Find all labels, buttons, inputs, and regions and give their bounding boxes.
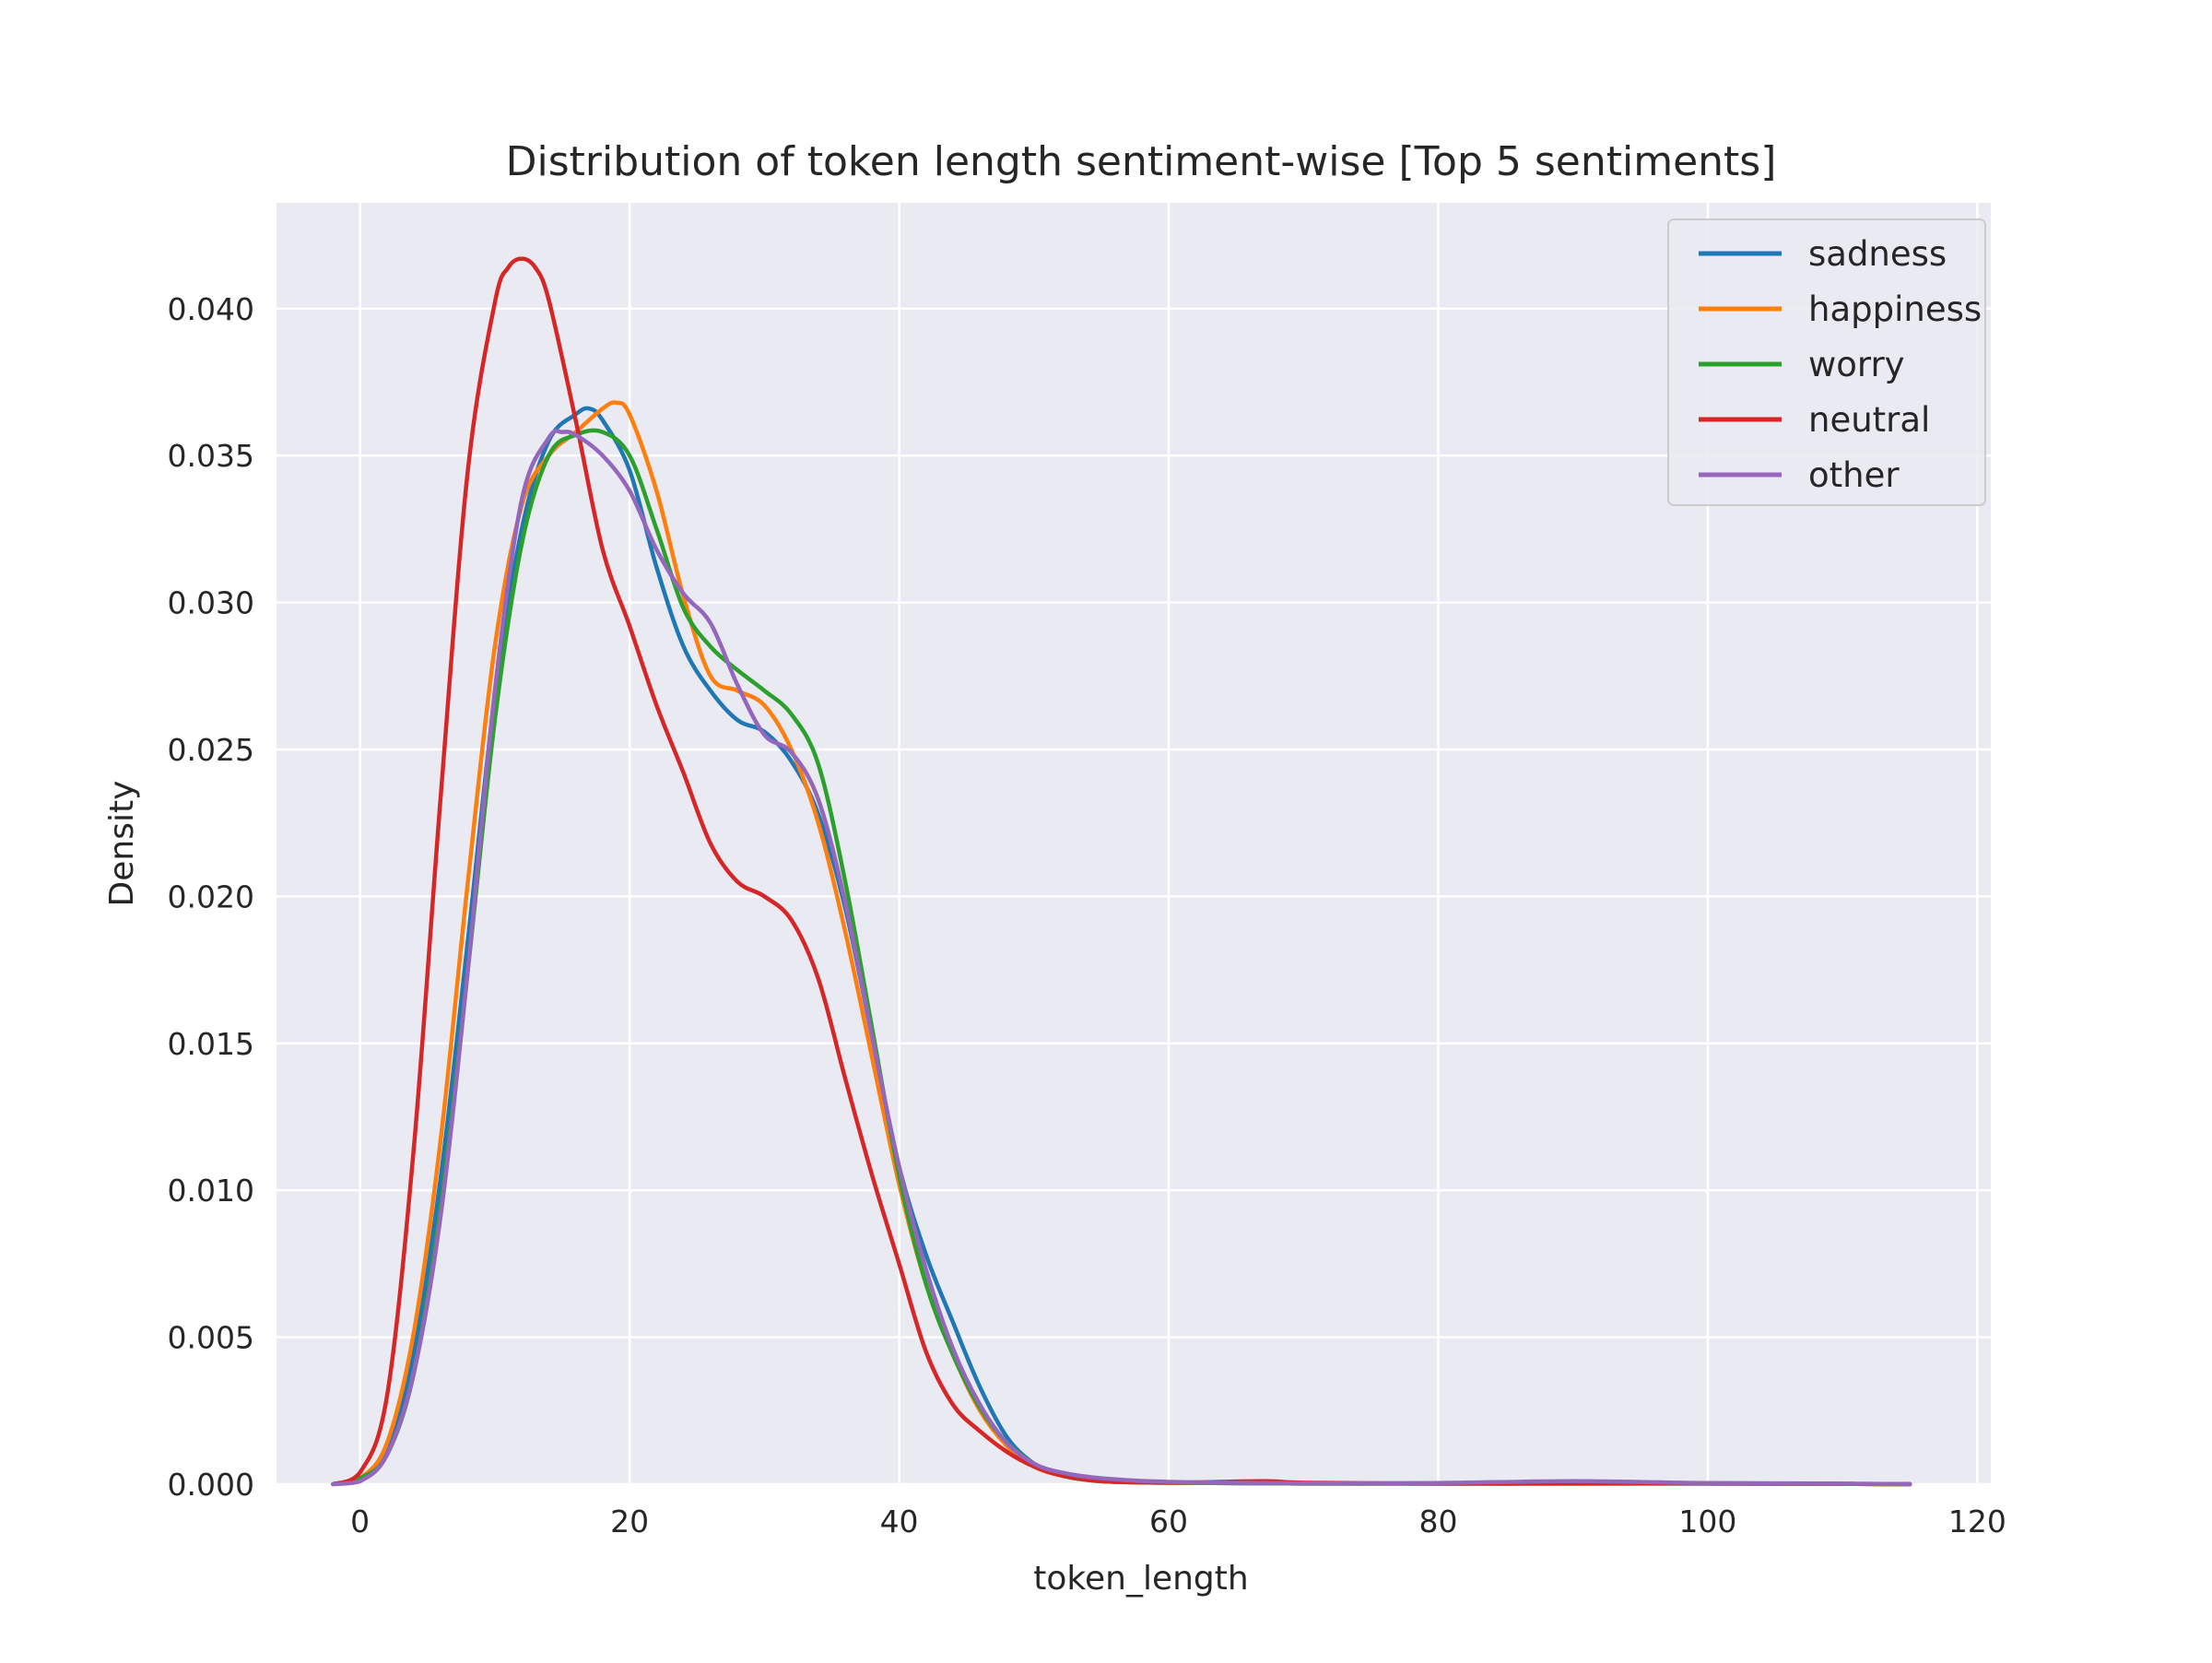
x-tick-label: 100 <box>1678 1504 1736 1539</box>
x-tick-label: 20 <box>610 1504 649 1539</box>
x-tick-label: 40 <box>880 1504 919 1539</box>
legend-label-other: other <box>1808 455 1900 495</box>
y-tick-label: 0.030 <box>168 585 254 621</box>
x-axis-label: token_length <box>1033 1560 1248 1598</box>
chart-title: Distribution of token length sentiment-w… <box>506 138 1777 185</box>
y-tick-label: 0.000 <box>168 1467 254 1503</box>
x-tick-label: 80 <box>1418 1504 1457 1539</box>
x-tick-label: 60 <box>1149 1504 1188 1539</box>
y-tick-label: 0.020 <box>168 879 254 914</box>
legend-label-neutral: neutral <box>1808 400 1930 440</box>
y-tick-label: 0.015 <box>168 1026 254 1062</box>
series-layer <box>331 256 1912 1487</box>
legend-label-sadness: sadness <box>1808 234 1947 274</box>
y-tick-label: 0.040 <box>168 291 254 327</box>
series-line-other <box>331 429 1912 1487</box>
legend: sadness happiness worry neutral other <box>1667 218 1986 506</box>
x-tick-label: 120 <box>1948 1504 2006 1539</box>
legend-box <box>1667 218 1986 506</box>
legend-label-worry: worry <box>1808 345 1905 384</box>
legend-label-happiness: happiness <box>1808 289 1982 329</box>
y-tick-label: 0.005 <box>168 1320 254 1356</box>
y-tick-labels: 0.000 0.005 0.010 0.015 0.020 0.025 0.030 0.035… <box>168 291 254 1503</box>
x-tick-labels: 0 20 40 60 80 100 120 <box>350 1504 2006 1539</box>
y-axis-label: Density <box>103 781 141 907</box>
y-tick-label: 0.035 <box>168 438 254 474</box>
y-tick-label: 0.010 <box>168 1173 254 1209</box>
y-tick-label: 0.025 <box>168 732 254 768</box>
x-tick-label: 0 <box>350 1504 370 1539</box>
